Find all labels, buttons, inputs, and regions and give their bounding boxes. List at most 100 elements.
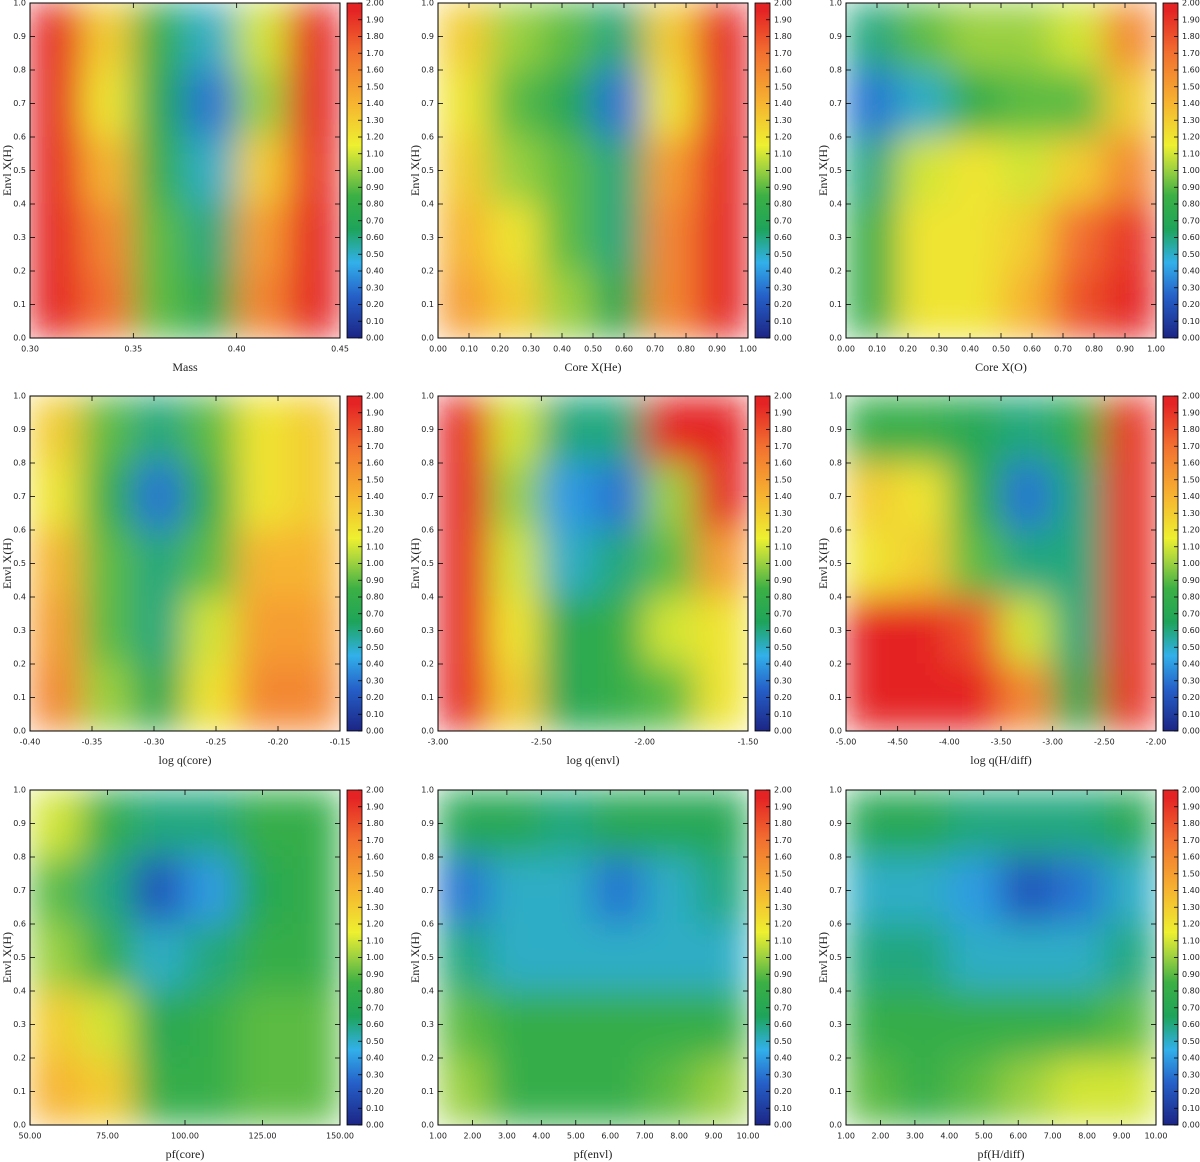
y-tick-label: 0.5 bbox=[421, 953, 434, 962]
colorbar-tick-label: 0.70 bbox=[366, 216, 384, 225]
colorbar-tick-label: 0.00 bbox=[366, 1121, 384, 1130]
heatmap-cell bbox=[1052, 203, 1105, 272]
heatmap-cell bbox=[540, 203, 594, 272]
colorbar-tick-label: 1.90 bbox=[1182, 15, 1200, 24]
y-tick-label: 0.1 bbox=[421, 693, 434, 702]
colorbar-tick-label: 1.70 bbox=[774, 836, 792, 845]
colorbar-tick-label: 1.10 bbox=[1182, 936, 1200, 945]
heatmap-cell bbox=[1103, 462, 1156, 531]
heatmap-cell bbox=[897, 396, 950, 464]
heatmap-cell bbox=[438, 529, 491, 598]
y-tick-label: 0.5 bbox=[421, 559, 434, 568]
heatmap-cell bbox=[1000, 3, 1054, 71]
heatmap-cell bbox=[30, 69, 83, 138]
y-tick-label: 1.0 bbox=[13, 786, 26, 795]
heatmap-cell bbox=[184, 596, 238, 665]
heatmap-cell bbox=[1103, 203, 1156, 272]
heatmap-cell bbox=[1103, 3, 1156, 71]
heatmap-cell bbox=[948, 790, 1002, 858]
colorbar-tick-label: 1.30 bbox=[774, 509, 792, 518]
heatmap-cell bbox=[592, 1057, 646, 1125]
heatmap-cell bbox=[948, 990, 1002, 1059]
heatmap-cell bbox=[438, 69, 491, 138]
heatmap-cells bbox=[846, 790, 1156, 1125]
heatmap-cell bbox=[897, 790, 950, 858]
x-tick-label: 0.20 bbox=[899, 345, 917, 354]
colorbar-tick-label: 1.70 bbox=[366, 442, 384, 451]
heatmap-cell bbox=[592, 990, 646, 1059]
heatmap-cell bbox=[592, 529, 646, 598]
heatmap-cell bbox=[81, 462, 134, 531]
colorbar-tick-label: 1.50 bbox=[366, 82, 384, 91]
heatmap-cell bbox=[592, 856, 646, 925]
heatmap-cell bbox=[184, 990, 238, 1059]
heatmap-cell bbox=[184, 1057, 238, 1125]
heatmap-cell bbox=[1103, 923, 1156, 992]
y-tick-label: 0.7 bbox=[13, 99, 26, 108]
x-tick-label: -0.40 bbox=[20, 738, 41, 747]
heatmap-cell bbox=[81, 596, 134, 665]
colorbar-tick-label: 1.40 bbox=[774, 492, 792, 501]
heatmap-cell bbox=[1000, 790, 1054, 858]
heatmap-cell bbox=[1052, 462, 1105, 531]
heatmap-cells bbox=[30, 396, 340, 731]
y-tick-label: 0.3 bbox=[421, 1020, 434, 1029]
heatmap-cell bbox=[846, 203, 899, 272]
colorbar-tick-label: 1.60 bbox=[1182, 459, 1200, 468]
colorbar-tick-label: 0.50 bbox=[1182, 643, 1200, 652]
colorbar-tick-label: 0.60 bbox=[366, 1020, 384, 1029]
x-tick-label: 1.00 bbox=[1147, 345, 1165, 354]
heatmap-cell bbox=[287, 596, 340, 665]
heatmap-cell bbox=[489, 663, 542, 731]
heatmap-cell bbox=[1000, 990, 1054, 1059]
heatmap-cell bbox=[236, 3, 289, 71]
colorbar-tick-label: 1.00 bbox=[366, 559, 384, 568]
heatmap-cell bbox=[184, 203, 238, 272]
heatmap-cell bbox=[184, 270, 238, 338]
heatmap-cell bbox=[81, 790, 134, 858]
heatmap-cell bbox=[81, 396, 134, 464]
x-tick-label: 1.00 bbox=[429, 1132, 447, 1141]
x-axis-title: log q(envl) bbox=[567, 753, 620, 767]
colorbar-tick-label: 0.80 bbox=[366, 987, 384, 996]
colorbar-tick-label: 0.20 bbox=[774, 300, 792, 309]
heatmap-cell bbox=[846, 923, 899, 992]
y-axis-title: Envl X(H) bbox=[0, 538, 14, 589]
y-axis-title: Envl X(H) bbox=[816, 932, 830, 983]
colorbar-tick-label: 2.00 bbox=[774, 392, 792, 401]
colorbar-tick-label: 1.30 bbox=[366, 509, 384, 518]
colorbar-tick-label: 1.70 bbox=[366, 836, 384, 845]
heatmap-cell bbox=[1052, 1057, 1105, 1125]
y-tick-label: 0.2 bbox=[421, 267, 434, 276]
heatmap-cell bbox=[695, 990, 748, 1059]
colorbar-tick-label: 0.60 bbox=[366, 626, 384, 635]
x-tick-label: 7.00 bbox=[636, 1132, 654, 1141]
heatmap-cell bbox=[846, 136, 899, 205]
heatmap-cell bbox=[695, 529, 748, 598]
heatmap-cell bbox=[948, 3, 1002, 71]
colorbar-tick-label: 0.10 bbox=[1182, 1104, 1200, 1113]
x-tick-label: 1.00 bbox=[837, 1132, 855, 1141]
heatmap-cell bbox=[644, 396, 697, 464]
y-tick-label: 0.7 bbox=[13, 886, 26, 895]
y-tick-label: 0.9 bbox=[13, 32, 26, 41]
colorbar-tick-label: 1.80 bbox=[1182, 425, 1200, 434]
heatmap-cell bbox=[236, 203, 289, 272]
heatmap-cell bbox=[438, 1057, 491, 1125]
heatmap-cell bbox=[592, 69, 646, 138]
heatmap-cell bbox=[438, 136, 491, 205]
x-tick-label: 5.00 bbox=[975, 1132, 993, 1141]
heatmap-cell bbox=[132, 923, 186, 992]
y-tick-label: 0.3 bbox=[13, 233, 26, 242]
x-tick-label: 125.00 bbox=[249, 1132, 277, 1141]
y-tick-label: 0.7 bbox=[13, 492, 26, 501]
heatmap-cell bbox=[644, 990, 697, 1059]
panel: 1.00 2.00 3.00 4.00 5.00 6.00 7.00 8.00 9.00 10.0… bbox=[408, 786, 792, 1161]
heatmap-cell bbox=[30, 1057, 83, 1125]
colorbar-tick-label: 1.00 bbox=[366, 166, 384, 175]
colorbar-tick-label: 0.30 bbox=[774, 1070, 792, 1079]
heatmap-cell bbox=[1103, 790, 1156, 858]
heatmap-cell bbox=[592, 923, 646, 992]
heatmap-cell bbox=[948, 529, 1002, 598]
heatmap bbox=[30, 790, 340, 1125]
